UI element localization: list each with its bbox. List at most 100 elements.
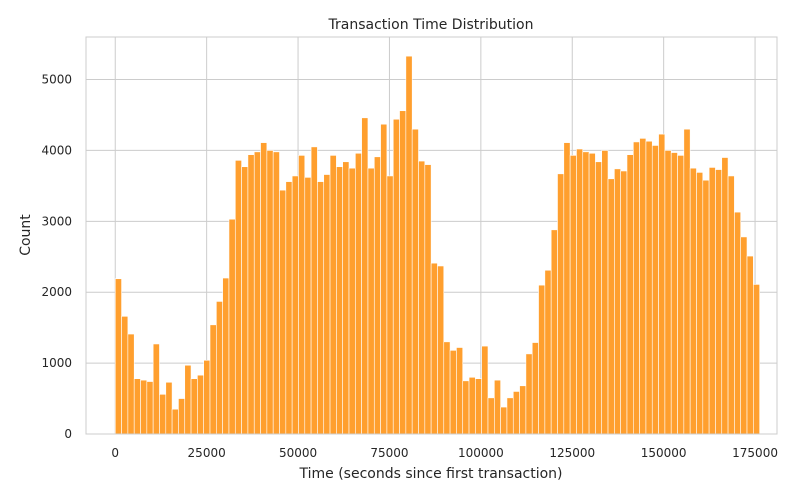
y-tick-label: 3000: [41, 214, 72, 228]
histogram-bar: [506, 397, 514, 435]
histogram-bar: [234, 160, 242, 435]
histogram-bar: [525, 353, 533, 435]
histogram-bar: [323, 174, 331, 435]
histogram-bar: [550, 229, 558, 435]
x-tick-labels: 0 25000 50000 75000 100000 125000 150000 175000: [111, 446, 778, 460]
histogram-bar: [430, 262, 438, 435]
histogram-bar: [462, 380, 470, 435]
histogram-bar: [651, 145, 659, 435]
histogram-bar: [449, 350, 457, 435]
histogram-bar: [178, 398, 186, 435]
histogram-bar: [664, 150, 672, 435]
histogram-bar: [696, 172, 704, 435]
histogram-bar: [702, 179, 710, 435]
x-tick-label: 150000: [641, 446, 687, 460]
histogram-bar: [165, 381, 173, 435]
histogram-bar: [348, 167, 356, 435]
histogram-bar: [361, 117, 369, 435]
histogram-bar: [418, 160, 426, 435]
y-tick-labels: 0 1000 2000 3000 4000 5000: [41, 73, 72, 441]
histogram-bar: [475, 378, 482, 435]
histogram-bar: [715, 169, 723, 435]
histogram-bar: [260, 142, 268, 435]
histogram-bar: [670, 152, 678, 435]
histogram-bar: [576, 148, 584, 435]
x-tick-label: 0: [111, 446, 119, 460]
histogram-bar: [531, 342, 539, 435]
histogram-bar: [310, 146, 318, 435]
histogram-bar: [373, 156, 381, 435]
histogram-bar: [159, 393, 167, 435]
histogram-bar: [512, 391, 520, 435]
plot-frame: [85, 36, 778, 435]
histogram-bar: [247, 154, 255, 435]
histogram-bar: [500, 406, 508, 435]
y-tick-label: 0: [64, 427, 72, 441]
y-tick-label: 2000: [41, 285, 72, 299]
chart-title: Transaction Time Distribution: [328, 17, 534, 33]
histogram-bar: [677, 155, 685, 435]
histogram-bar: [658, 133, 666, 435]
histogram-bar: [481, 345, 489, 435]
y-tick-label: 1000: [41, 356, 72, 370]
histogram-bar: [443, 341, 451, 435]
x-tick-label: 100000: [458, 446, 504, 460]
histogram-bar: [405, 55, 413, 435]
histogram-bar: [152, 343, 160, 435]
histogram-bar: [146, 381, 154, 435]
histogram-bar: [740, 236, 748, 435]
histogram-bar: [468, 376, 476, 435]
histogram-bar: [487, 397, 495, 435]
histogram-bar: [614, 168, 621, 435]
histogram-bar: [424, 164, 432, 435]
histogram-bar: [494, 379, 501, 435]
histogram-bar: [569, 155, 577, 435]
histogram-bar: [291, 175, 299, 435]
bars: [114, 55, 760, 435]
histogram-bar: [708, 167, 716, 435]
histogram-bar: [386, 175, 394, 435]
histogram-bar: [380, 123, 388, 435]
histogram-bar: [626, 154, 634, 435]
histogram-bar: [595, 161, 603, 435]
histogram-bar: [399, 110, 407, 435]
histogram-bar: [203, 359, 211, 435]
histogram-bar: [272, 151, 280, 435]
histogram-bar: [753, 284, 760, 435]
y-tick-label: 5000: [41, 73, 72, 87]
histogram-bar: [241, 166, 249, 435]
histogram-bar: [209, 324, 217, 435]
histogram-bar: [538, 284, 546, 435]
histogram-bar: [355, 152, 362, 435]
histogram-bar: [639, 138, 647, 435]
histogram-bar: [367, 167, 375, 435]
histogram-bar: [620, 170, 628, 435]
histogram-bar: [298, 155, 306, 435]
histogram-bar: [601, 150, 609, 435]
x-tick-label: 25000: [188, 446, 226, 460]
histogram-bar: [342, 161, 350, 435]
histogram-bar: [689, 167, 697, 435]
histogram-bar: [544, 269, 552, 435]
histogram-bar: [411, 128, 419, 435]
histogram-bar: [727, 175, 735, 435]
histogram-bar: [645, 140, 653, 435]
histogram-bar: [285, 181, 293, 435]
histogram-bar: [279, 189, 287, 435]
y-axis-label: Count: [18, 214, 34, 256]
histogram-bar: [140, 379, 148, 435]
histogram-bar: [734, 211, 742, 435]
x-axis-label: Time (seconds since first transaction): [298, 466, 562, 482]
histogram-bar: [228, 218, 236, 435]
histogram-bar: [557, 173, 565, 435]
histogram-bar: [304, 177, 312, 435]
histogram-bar: [329, 155, 337, 435]
histogram-bar: [721, 157, 729, 435]
histogram-bar: [588, 152, 596, 435]
x-tick-label: 75000: [370, 446, 408, 460]
histogram-bar: [336, 166, 343, 435]
histogram-bar: [317, 181, 325, 435]
histogram-bar: [171, 408, 179, 435]
histogram-bar: [133, 378, 141, 435]
